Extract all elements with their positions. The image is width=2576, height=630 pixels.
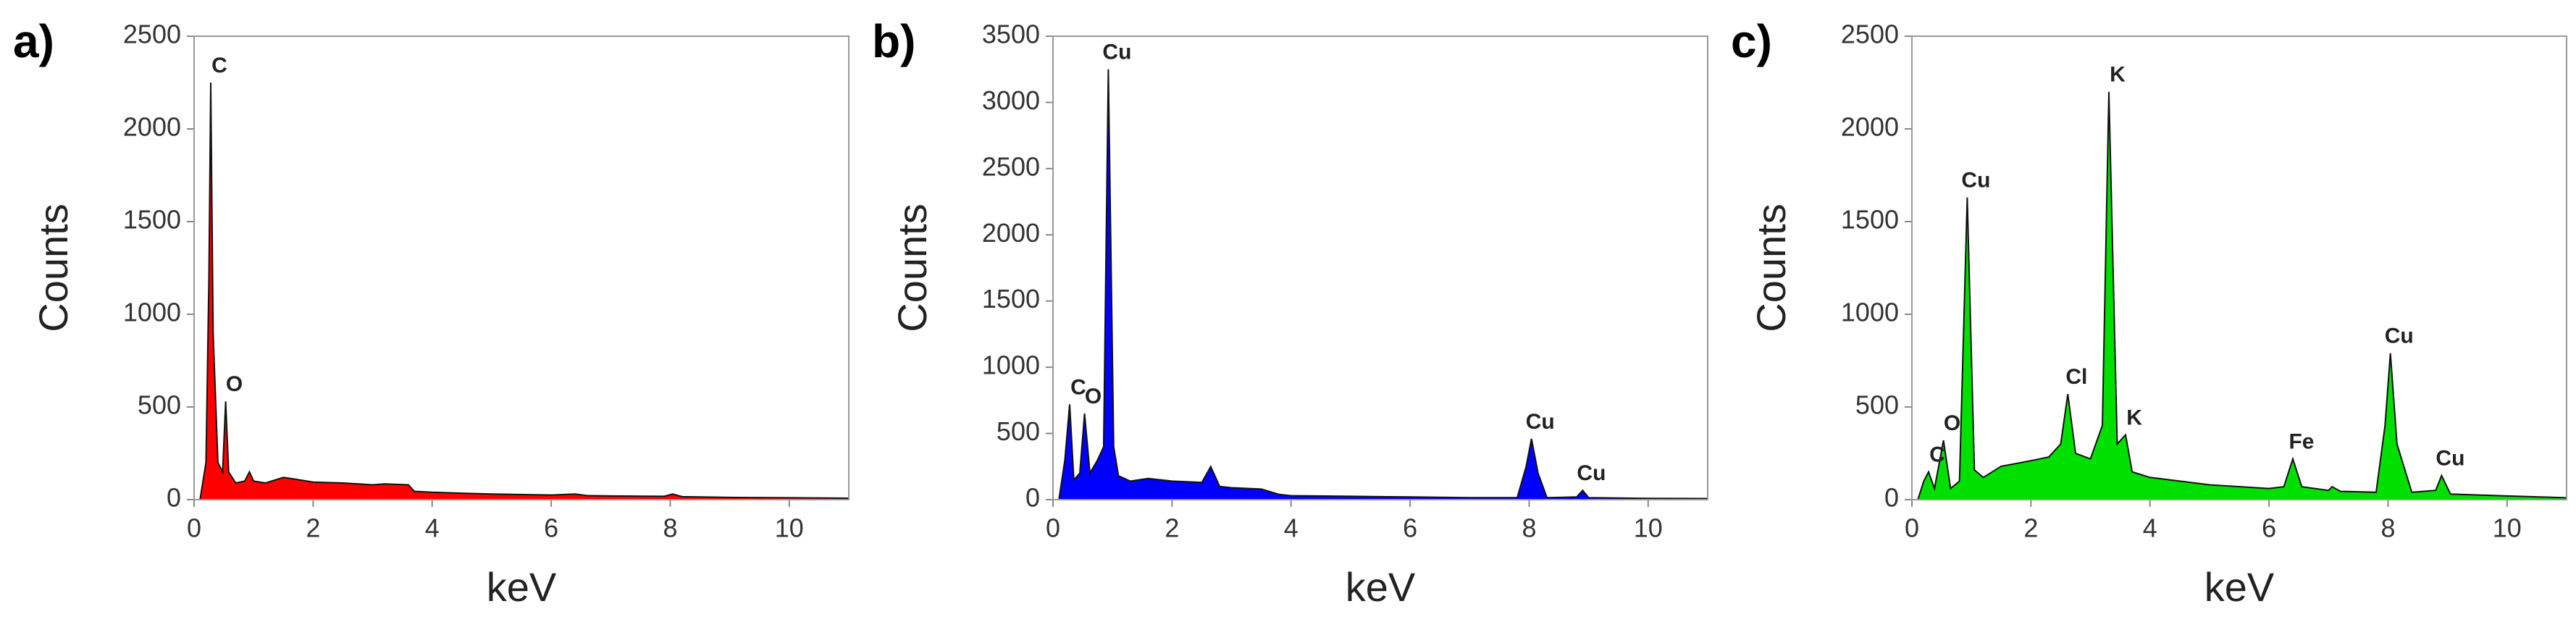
- x-tick-label: 0: [187, 513, 201, 543]
- x-tick-label: 0: [1905, 513, 1919, 543]
- y-tick-label: 2500: [123, 20, 181, 49]
- spectrum-line: [199, 82, 849, 500]
- peak-label: Cl: [2065, 365, 2087, 389]
- y-tick-label: 500: [1855, 390, 1899, 420]
- peak-label: Cu: [1526, 410, 1555, 434]
- y-tick-label: 1000: [982, 350, 1040, 380]
- x-tick-label: 2: [1165, 513, 1179, 543]
- panel-label: a): [13, 15, 54, 67]
- x-tick-label: 8: [1522, 513, 1536, 543]
- y-tick-label: 1000: [1841, 298, 1899, 327]
- y-tick-label: 1500: [123, 205, 181, 235]
- y-tick-label: 2000: [982, 218, 1040, 248]
- peak-label: Cu: [1961, 169, 1990, 193]
- plot-frame: [1911, 35, 2567, 500]
- y-tick-label: 0: [1025, 483, 1040, 513]
- peak-label: C: [211, 54, 227, 77]
- peak-label: Cu: [1577, 461, 1606, 485]
- peak-label: O: [1085, 385, 1102, 408]
- peak-label: Cu: [1102, 41, 1131, 64]
- x-axis-title: keV: [2204, 564, 2275, 610]
- y-axis-title: Counts: [889, 203, 935, 332]
- y-tick-label: 0: [1884, 483, 1899, 513]
- x-tick-label: 6: [1403, 513, 1417, 543]
- x-tick-label: 4: [1284, 513, 1299, 543]
- peak-label: Cu: [2385, 324, 2414, 348]
- y-tick-label: 2500: [982, 151, 1040, 181]
- panel-label: b): [872, 15, 915, 67]
- y-tick-label: 3000: [982, 85, 1040, 115]
- x-tick-label: 4: [425, 513, 440, 543]
- area-fill: [1918, 91, 2567, 500]
- peak-label: C: [1070, 375, 1086, 399]
- peak-label: K: [2126, 406, 2142, 429]
- y-tick-label: 500: [138, 390, 181, 420]
- x-tick-label: 6: [2262, 513, 2276, 543]
- y-tick-label: 2500: [1841, 20, 1899, 49]
- spectrum-line: [1058, 69, 1708, 500]
- y-axis-title: Counts: [1748, 203, 1794, 332]
- y-tick-label: 2000: [1841, 112, 1899, 142]
- peak-label: O: [226, 372, 243, 396]
- x-tick-label: 8: [2380, 513, 2395, 543]
- y-tick-label: 3500: [982, 20, 1040, 49]
- peak-label: C: [1929, 443, 1945, 467]
- peak-label: Cu: [2436, 447, 2464, 471]
- panel-label: c): [1731, 15, 1772, 67]
- y-tick-label: 1500: [1841, 205, 1899, 235]
- x-tick-label: 10: [775, 513, 804, 543]
- x-tick-label: 2: [306, 513, 320, 543]
- y-tick-label: 2000: [123, 112, 181, 142]
- y-tick-label: 1000: [123, 298, 181, 327]
- y-tick-label: 0: [167, 483, 181, 513]
- x-axis-title: keV: [1346, 564, 1416, 610]
- area-fill: [200, 83, 849, 500]
- x-tick-label: 10: [2493, 513, 2522, 543]
- x-axis-title: keV: [487, 564, 557, 610]
- plot-frame: [193, 35, 849, 500]
- peak-label: Fe: [2288, 430, 2314, 454]
- plot-frame: [1052, 35, 1708, 500]
- y-axis-title: Counts: [30, 203, 76, 332]
- x-tick-label: 2: [2023, 513, 2038, 543]
- area-fill: [1059, 69, 1708, 500]
- x-tick-label: 4: [2143, 513, 2157, 543]
- x-tick-label: 6: [544, 513, 558, 543]
- y-tick-label: 500: [997, 416, 1040, 446]
- x-tick-label: 8: [663, 513, 677, 543]
- spectrum-line: [1917, 91, 2567, 500]
- x-tick-label: 0: [1046, 513, 1060, 543]
- y-tick-label: 1500: [982, 284, 1040, 314]
- peak-label: K: [2110, 63, 2126, 87]
- peak-label: O: [1944, 411, 1960, 435]
- x-tick-label: 10: [1634, 513, 1663, 543]
